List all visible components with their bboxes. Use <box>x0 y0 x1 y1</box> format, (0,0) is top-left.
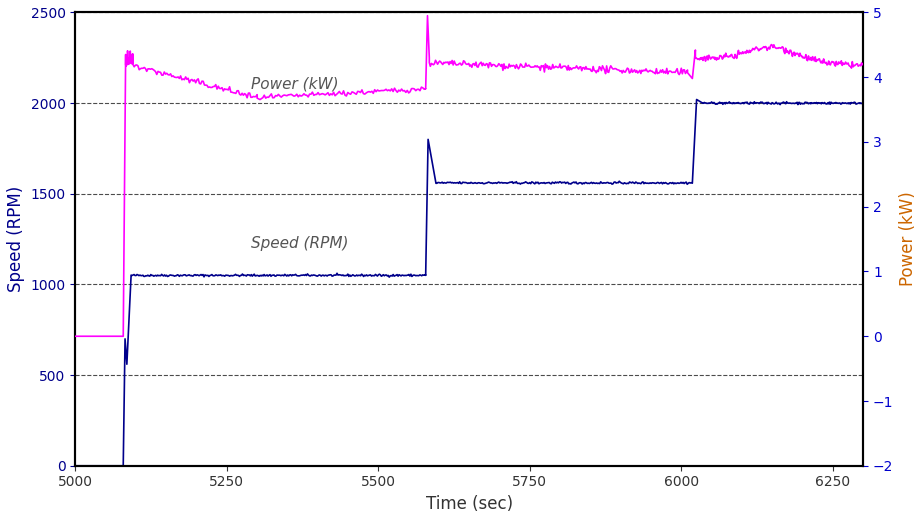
Text: Power (kW): Power (kW) <box>251 76 339 92</box>
Y-axis label: Speed (RPM): Speed (RPM) <box>7 186 25 292</box>
Text: Speed (RPM): Speed (RPM) <box>251 236 348 251</box>
X-axis label: Time (sec): Time (sec) <box>426 495 513 513</box>
Y-axis label: Power (kW): Power (kW) <box>899 192 917 287</box>
